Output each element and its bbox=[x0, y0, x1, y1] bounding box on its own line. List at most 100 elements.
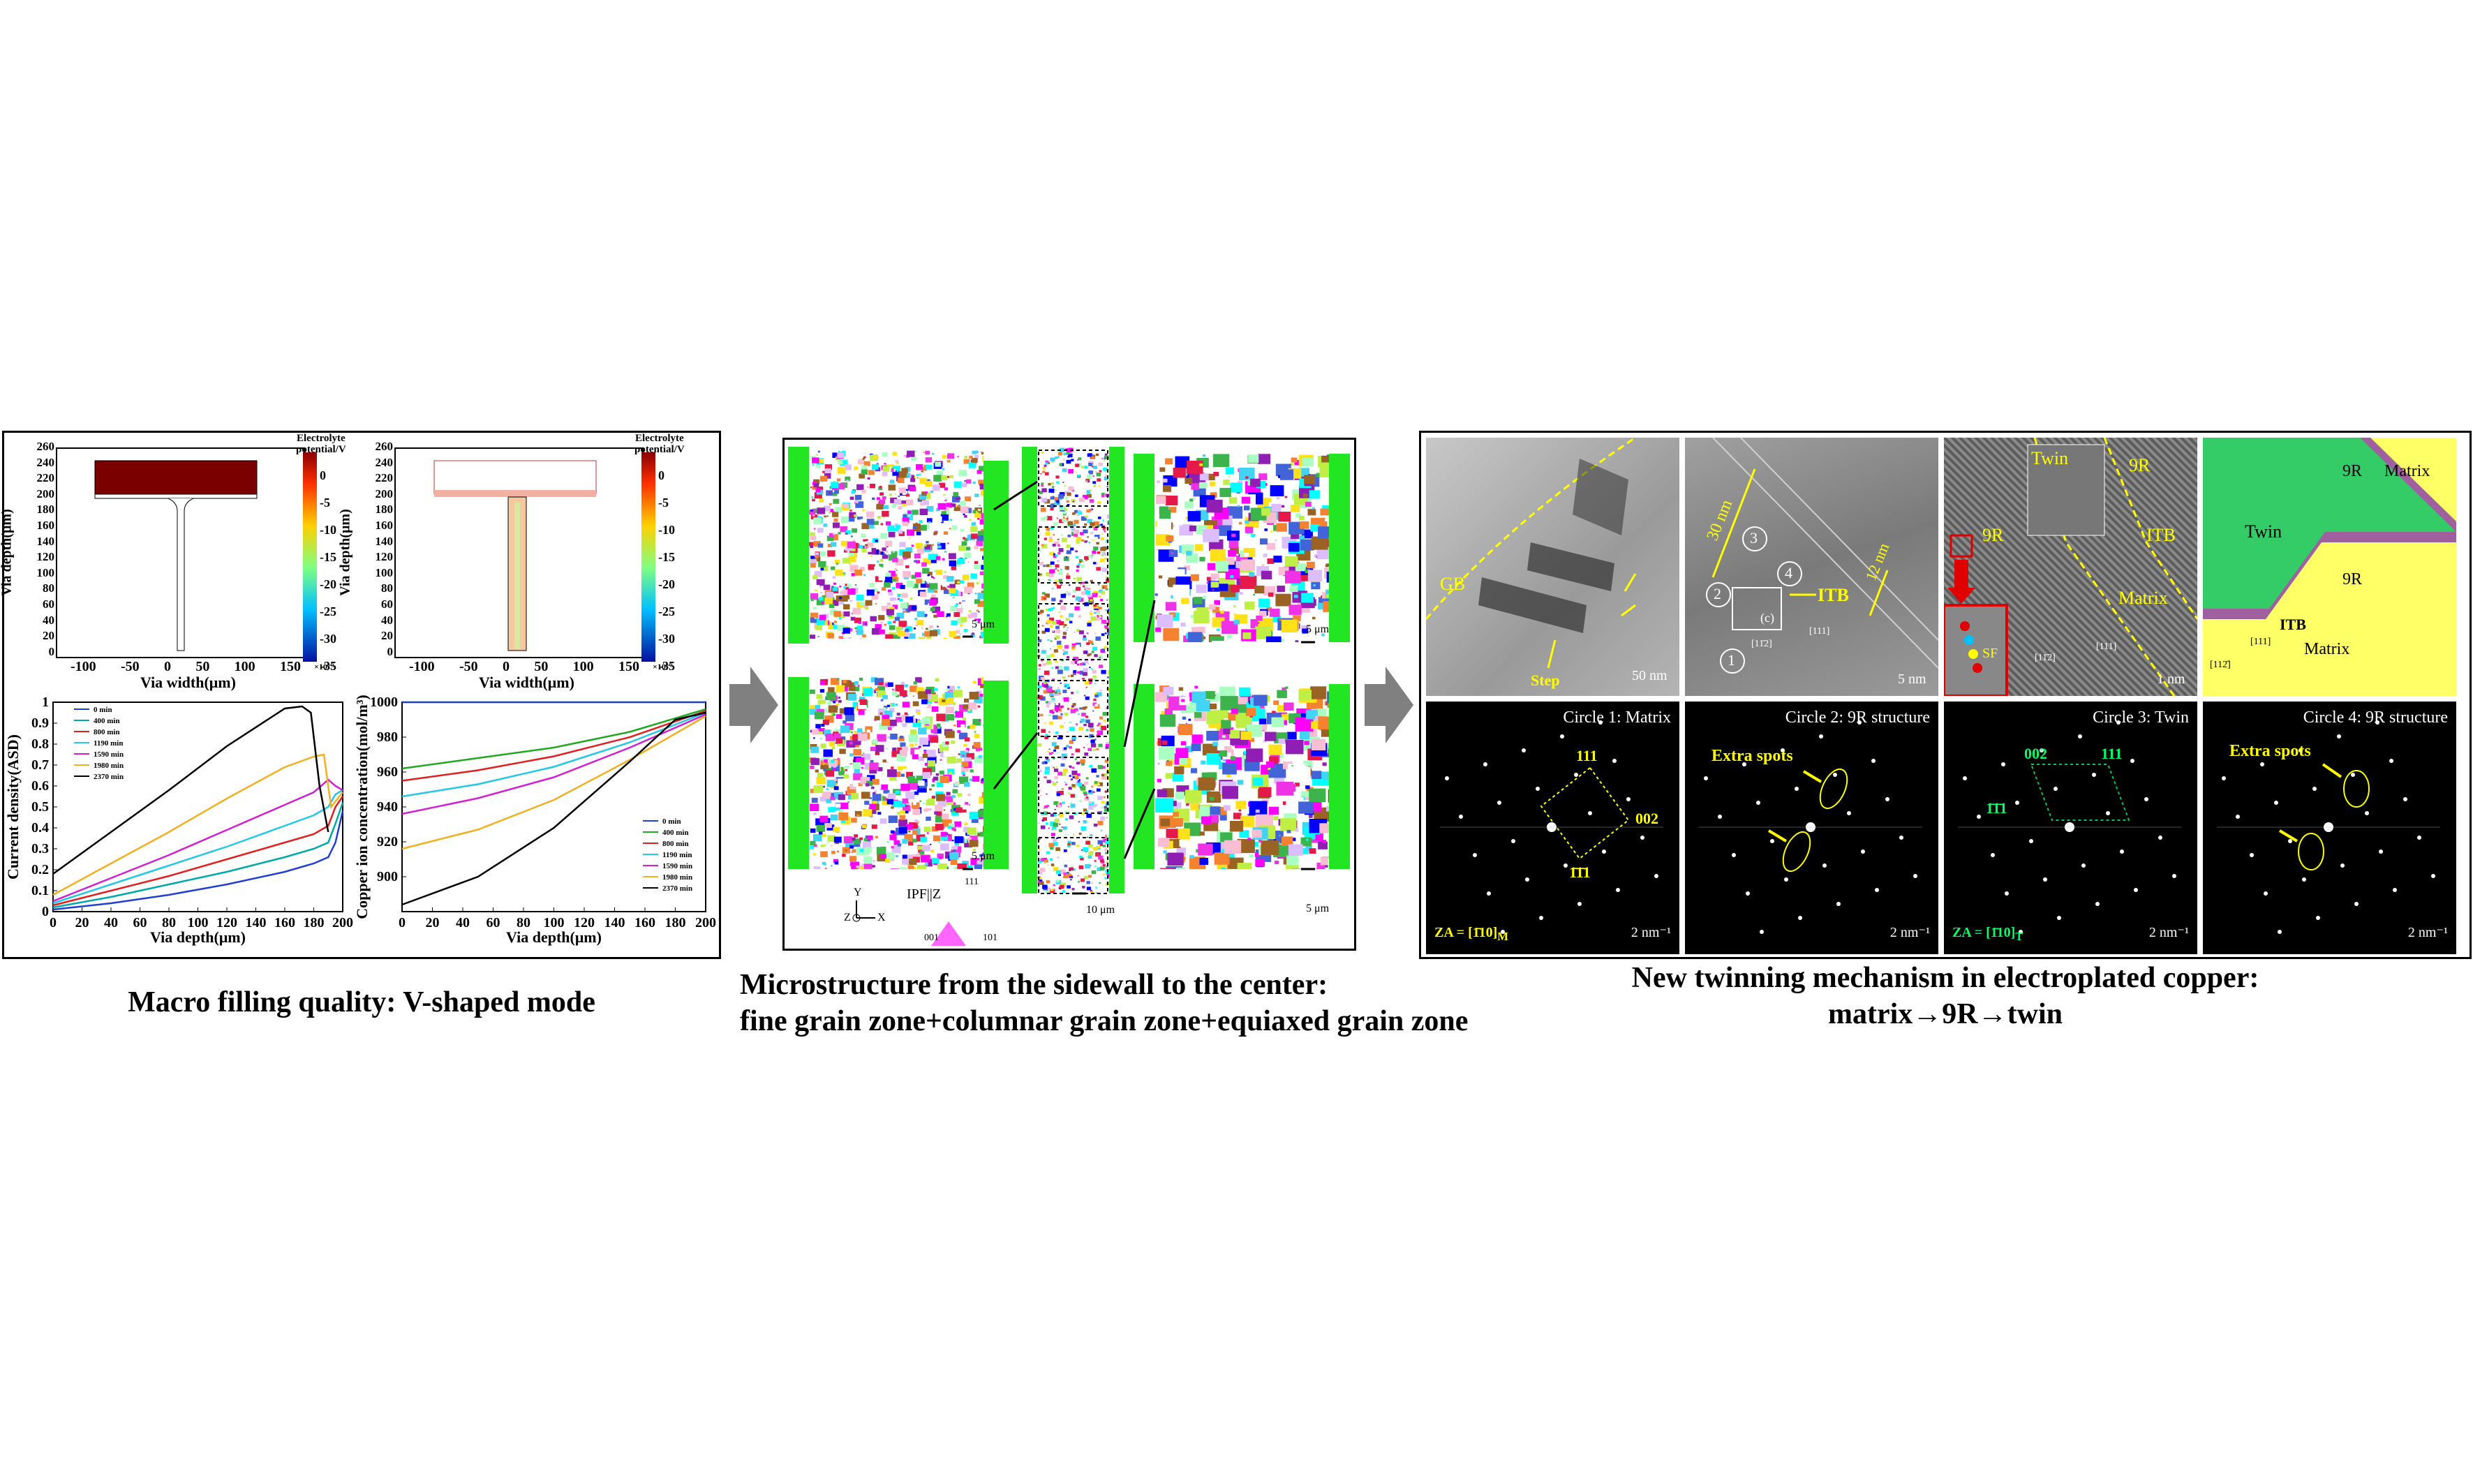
grain bbox=[831, 746, 836, 750]
grain bbox=[863, 753, 871, 760]
scale-bar-d: 5 μm bbox=[1306, 623, 1329, 636]
grain bbox=[885, 540, 893, 547]
grain bbox=[1328, 540, 1329, 547]
grain bbox=[879, 499, 886, 505]
y-tick-label: 0.4 bbox=[31, 820, 49, 836]
grain bbox=[855, 494, 862, 500]
grain bbox=[940, 831, 947, 837]
grain bbox=[1056, 880, 1060, 882]
grain bbox=[937, 542, 946, 549]
grain bbox=[1048, 563, 1052, 567]
grain bbox=[1042, 470, 1046, 473]
grain bbox=[887, 682, 893, 687]
grain bbox=[951, 503, 956, 507]
grain bbox=[896, 713, 900, 715]
grain bbox=[1055, 567, 1057, 570]
tem3-9r-b: 9R bbox=[1982, 525, 2004, 545]
grain bbox=[1316, 708, 1327, 717]
axis-x-label: X bbox=[877, 912, 886, 923]
grain bbox=[1104, 646, 1108, 649]
grain bbox=[1044, 628, 1050, 632]
grain bbox=[912, 720, 921, 727]
grain bbox=[1224, 840, 1242, 854]
diffraction-spot bbox=[1963, 776, 1967, 780]
diffraction-spot bbox=[1511, 839, 1515, 843]
grain bbox=[884, 463, 886, 465]
grain bbox=[1159, 510, 1171, 519]
tem1-scale: 50 nm bbox=[1632, 668, 1668, 683]
contour-a-ytick: 100 bbox=[36, 565, 55, 579]
grain bbox=[1283, 762, 1293, 769]
grain bbox=[893, 621, 896, 623]
grain bbox=[963, 513, 965, 516]
ebsd-green-edge bbox=[1329, 684, 1350, 869]
diffraction-spot bbox=[2005, 891, 2009, 896]
grain bbox=[813, 517, 822, 524]
grain bbox=[1039, 794, 1042, 796]
grain bbox=[892, 557, 898, 563]
grain bbox=[944, 795, 946, 797]
grain bbox=[810, 845, 815, 849]
grain bbox=[853, 540, 856, 542]
grain bbox=[916, 531, 921, 535]
grain bbox=[1078, 782, 1083, 787]
grain bbox=[1248, 454, 1259, 463]
grain bbox=[1219, 750, 1228, 757]
grain bbox=[972, 746, 974, 748]
grain bbox=[1049, 692, 1053, 696]
grain bbox=[945, 796, 953, 802]
grain bbox=[895, 854, 898, 858]
grain bbox=[1083, 791, 1087, 795]
grain bbox=[959, 633, 962, 635]
grain bbox=[1087, 663, 1089, 665]
grain bbox=[960, 750, 970, 758]
grain bbox=[882, 707, 886, 711]
cbar-b-tick: -25 bbox=[658, 604, 675, 618]
grain bbox=[851, 732, 853, 734]
grain bbox=[911, 605, 917, 610]
grain bbox=[1287, 764, 1306, 778]
grain bbox=[1206, 499, 1223, 513]
diffraction-spot bbox=[1833, 773, 1837, 777]
legend-label: 400 min bbox=[662, 829, 689, 837]
grain bbox=[828, 705, 838, 713]
grain bbox=[853, 749, 862, 756]
grain bbox=[820, 845, 824, 847]
grain bbox=[1065, 629, 1068, 631]
grain bbox=[931, 784, 935, 787]
grain bbox=[810, 765, 815, 769]
grain bbox=[1067, 504, 1070, 506]
grain bbox=[926, 628, 928, 630]
grain bbox=[892, 452, 897, 456]
grain bbox=[1291, 532, 1299, 540]
grain bbox=[1225, 557, 1235, 565]
grain bbox=[1074, 776, 1079, 780]
grain bbox=[1074, 827, 1080, 832]
grain bbox=[1039, 491, 1043, 494]
grain bbox=[1064, 625, 1069, 629]
grain bbox=[1085, 480, 1088, 482]
grain bbox=[839, 597, 842, 600]
grain bbox=[1060, 605, 1067, 610]
grain bbox=[815, 588, 817, 591]
grain bbox=[1082, 494, 1088, 500]
grain bbox=[934, 811, 939, 815]
contour-b-xtick: 0 bbox=[503, 659, 510, 674]
grain bbox=[1051, 742, 1057, 746]
grain bbox=[972, 718, 981, 726]
grain bbox=[930, 607, 935, 611]
grain bbox=[901, 628, 903, 630]
grain bbox=[1082, 813, 1085, 815]
grain bbox=[905, 628, 909, 632]
grain bbox=[1157, 762, 1160, 764]
grain bbox=[1060, 491, 1065, 496]
grain bbox=[1054, 818, 1060, 823]
grain bbox=[937, 863, 947, 869]
grain bbox=[1101, 458, 1104, 459]
grain bbox=[885, 572, 891, 577]
contour-b-xtick: 100 bbox=[572, 659, 594, 674]
grain bbox=[876, 463, 879, 466]
gb-label: GB bbox=[1440, 574, 1466, 594]
grain bbox=[1199, 831, 1205, 836]
grain bbox=[825, 468, 831, 473]
